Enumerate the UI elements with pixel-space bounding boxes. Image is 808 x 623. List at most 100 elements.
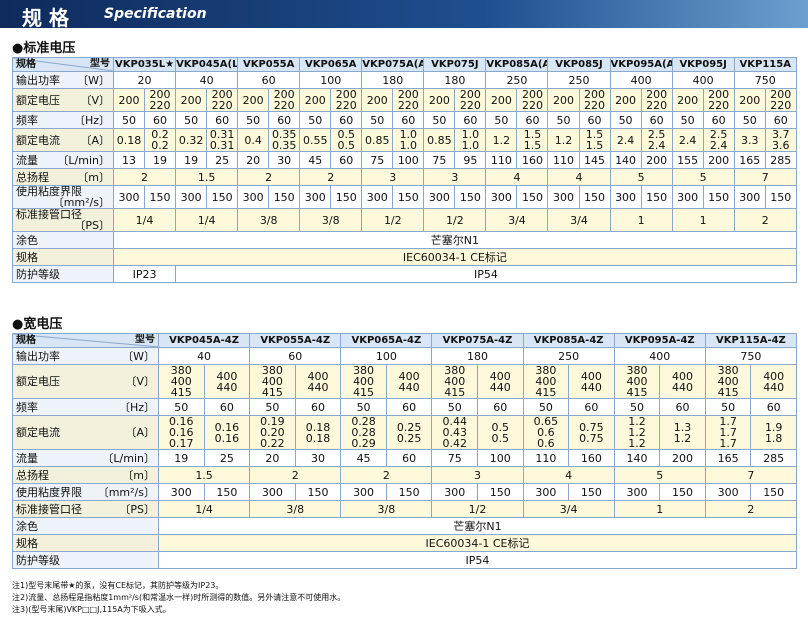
cell-value: 1.2 — [547, 128, 580, 152]
cell-value: 4 — [522, 466, 615, 484]
unit: 〔Hz〕 — [118, 400, 155, 414]
label-text: 频率 — [16, 400, 38, 414]
cell-value: 150 — [568, 483, 615, 501]
cell-value: 50 — [340, 398, 387, 416]
cell-value: 300 — [361, 185, 394, 209]
cell-value: 300 — [613, 483, 661, 501]
corner: 型号 规格 — [13, 334, 158, 347]
cell-value: 400 440 — [203, 364, 251, 399]
label-text: 规格 — [16, 536, 38, 550]
cell-value: 60 — [516, 111, 549, 129]
cell-value: 3/4 — [547, 208, 611, 232]
cell-value: 750 — [733, 71, 797, 89]
cell-value: 300 — [671, 185, 704, 209]
label-text: 流量 — [16, 451, 38, 465]
cell-value: 1 — [613, 500, 706, 518]
model-name: VKP085A(AF)(AK) — [485, 57, 549, 72]
label-text: 总扬程 — [16, 468, 49, 482]
cell-value: 380 400 415 — [704, 364, 752, 399]
cell-value: 3/8 — [340, 500, 433, 518]
spec-row: 涂色 芒塞尔N1 — [12, 517, 797, 535]
cell-value: 400 440 — [659, 364, 706, 399]
cell-value: 0.35 0.35 — [268, 128, 301, 152]
cell-value: 25 — [206, 151, 239, 169]
cell-value: 40 — [175, 71, 239, 89]
cell-value: 250 — [485, 71, 549, 89]
cell-value: 0.18 — [112, 128, 146, 152]
spec-table: 型号 规格 VKP045A-4Z VKP055A-4Z VKP065A-4Z VKP075… — [12, 333, 797, 569]
cell-value: 60 — [659, 398, 706, 416]
unit: 〔A〕 — [125, 426, 155, 439]
row-label: 频率 〔Hz〕 — [12, 398, 159, 416]
cell-value: 60 — [203, 398, 251, 416]
cell-value: 3 — [431, 466, 524, 484]
cell-value: 60 — [206, 111, 239, 129]
spec-row: 使用粘度界限 〔mm²/s〕 300 150 300 150 300 150 300 150 300… — [12, 185, 797, 209]
cell-value: 60 — [640, 111, 673, 129]
cell-value: 300 — [704, 483, 752, 501]
cell-value: 2 — [340, 466, 433, 484]
cell-value: 150 — [294, 483, 342, 501]
cell-value: 1.5 1.5 — [516, 128, 549, 152]
cell-value: 200 — [112, 88, 146, 112]
cell-value: 75 — [361, 151, 394, 169]
cell-value: 60 — [476, 398, 524, 416]
cell-value: 150 — [702, 185, 735, 209]
cell-value: 60 — [578, 111, 611, 129]
cell-value: 150 — [659, 483, 706, 501]
cell-value: 140 — [613, 449, 661, 467]
cell-value: 300 — [249, 483, 296, 501]
cell-value: 3/4 — [522, 500, 615, 518]
cell-value: 250 — [522, 347, 615, 365]
note: 注1)型号末尾带★的泵，没有CE标记，其防护等级为IP23。 — [12, 581, 224, 590]
cell-value: 60 — [750, 398, 797, 416]
cell-value: 60 — [237, 71, 301, 89]
cell-value: 150 — [144, 185, 177, 209]
cell-value: 300 — [237, 185, 270, 209]
spec-row: 总扬程 〔m〕 1.5 2 2 3 4 5 7 — [12, 466, 797, 484]
row-label: 使用粘度界限 〔mm²/s〕 — [12, 185, 114, 209]
cell-value: 150 — [330, 185, 363, 209]
cell-value: 13 — [112, 151, 146, 169]
spec-row: 流量 〔L/min〕 13 19 19 25 20 30 45 60 75 100 75 95 110 160… — [12, 151, 797, 169]
cell-value: 3 — [361, 168, 425, 186]
cell-value: 200 220 — [454, 88, 487, 112]
row-label: 额定电流 〔A〕 — [12, 128, 114, 152]
model-name: VKP065A — [299, 57, 363, 72]
cell-value: 50 — [613, 398, 661, 416]
spec-row: 额定电压 〔V〕 380 400 415 400 440 380 400 415 400 … — [12, 364, 797, 399]
header-row: 型号 规格 VKP045A-4Z VKP055A-4Z VKP065A-4Z VKP075… — [12, 333, 797, 348]
cell-value: 0.5 0.5 — [330, 128, 363, 152]
cell-value: 380 400 415 — [158, 364, 205, 399]
cell-value: 1.2 1.2 1.2 — [613, 415, 661, 450]
spec-row: 输出功率 〔W〕 20 40 60 100 180 180 250 250 400 400 750 — [12, 71, 797, 89]
cell-value: 95 — [454, 151, 487, 169]
cell-value: 30 — [268, 151, 301, 169]
cell-value: 50 — [299, 111, 332, 129]
spec-row: 频率 〔Hz〕 50 60 50 60 50 60 50 60 50 60 50 60 50 60 — [12, 398, 797, 416]
model-name: VKP095J — [671, 57, 735, 72]
unit: 〔Hz〕 — [73, 113, 110, 127]
cell-value: 140 — [609, 151, 642, 169]
row-label: 涂色 — [12, 517, 159, 535]
cell-value: 芒塞尔N1 — [113, 231, 797, 249]
cell-value: 1/2 — [361, 208, 425, 232]
cell-value: 50 — [249, 398, 296, 416]
cell-value: 1.7 1.7 1.7 — [704, 415, 752, 450]
cell-value: 0.44 0.43 0.42 — [431, 415, 478, 450]
cell-value: 110 — [522, 449, 570, 467]
unit: 〔V〕 — [125, 375, 155, 388]
cell-value: 2 — [112, 168, 177, 186]
cell-value: 2.4 — [671, 128, 704, 152]
cell-value: 150 — [516, 185, 549, 209]
cell-value: 380 400 415 — [249, 364, 296, 399]
cell-value: 0.85 — [361, 128, 394, 152]
cell-value: 50 — [547, 111, 580, 129]
cell-value: 50 — [485, 111, 518, 129]
cell-value: IP54 — [158, 551, 797, 569]
cell-value: 150 — [392, 185, 425, 209]
label-text: 涂色 — [16, 233, 38, 247]
corner-top: 型号 — [135, 334, 155, 346]
cell-value: 300 — [175, 185, 208, 209]
